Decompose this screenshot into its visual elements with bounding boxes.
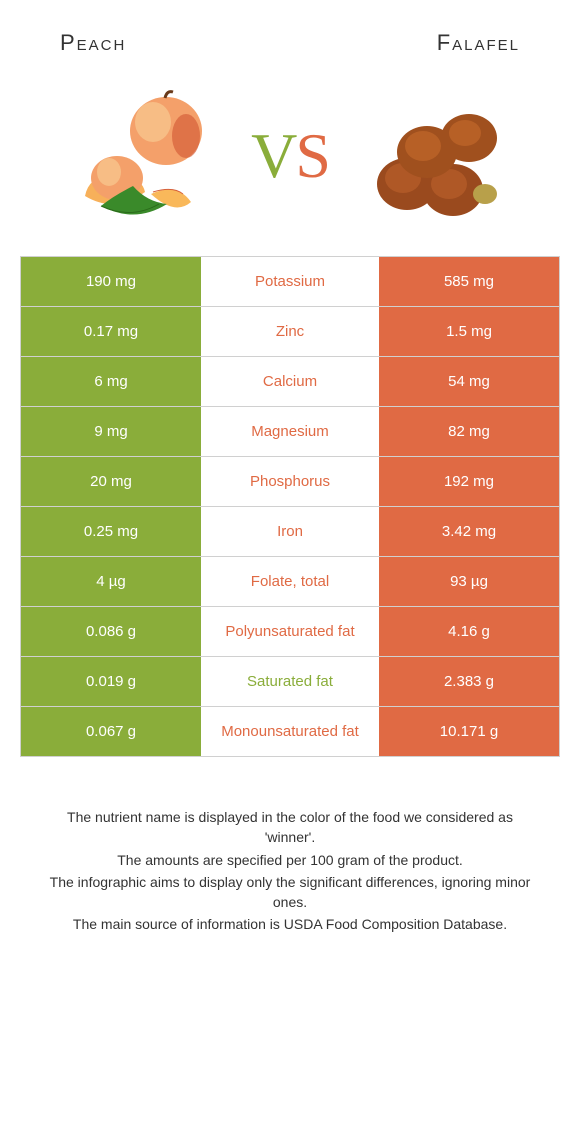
table-row: 6 mgCalcium54 mg xyxy=(21,357,559,407)
titles-row: Peach Falafel xyxy=(20,0,560,66)
vs-v: V xyxy=(251,120,295,191)
value-peach: 6 mg xyxy=(21,357,201,406)
nutrient-label: Zinc xyxy=(201,307,379,356)
nutrient-label: Potassium xyxy=(201,257,379,306)
table-row: 0.17 mgZinc1.5 mg xyxy=(21,307,559,357)
footnote-2: The amounts are specified per 100 gram o… xyxy=(40,850,540,870)
value-peach: 9 mg xyxy=(21,407,201,456)
footnote-4: The main source of information is USDA F… xyxy=(40,914,540,934)
value-peach: 0.067 g xyxy=(21,707,201,756)
table-row: 20 mgPhosphorus192 mg xyxy=(21,457,559,507)
value-falafel: 585 mg xyxy=(379,257,559,306)
title-falafel: Falafel xyxy=(437,30,520,56)
value-falafel: 4.16 g xyxy=(379,607,559,656)
title-peach: Peach xyxy=(60,30,126,56)
table-row: 190 mgPotassium585 mg xyxy=(21,257,559,307)
nutrient-label: Saturated fat xyxy=(201,657,379,706)
table-row: 4 µgFolate, total93 µg xyxy=(21,557,559,607)
value-peach: 0.17 mg xyxy=(21,307,201,356)
value-falafel: 82 mg xyxy=(379,407,559,456)
images-row: VS xyxy=(20,66,560,256)
table-row: 0.019 gSaturated fat2.383 g xyxy=(21,657,559,707)
nutrient-label: Phosphorus xyxy=(201,457,379,506)
comparison-table: 190 mgPotassium585 mg0.17 mgZinc1.5 mg6 … xyxy=(20,256,560,757)
nutrient-label: Folate, total xyxy=(201,557,379,606)
vs-s: S xyxy=(295,120,329,191)
falafel-illustration xyxy=(349,86,509,226)
value-peach: 0.019 g xyxy=(21,657,201,706)
value-falafel: 2.383 g xyxy=(379,657,559,706)
value-peach: 0.086 g xyxy=(21,607,201,656)
nutrient-label: Polyunsaturated fat xyxy=(201,607,379,656)
value-falafel: 192 mg xyxy=(379,457,559,506)
nutrient-label: Magnesium xyxy=(201,407,379,456)
nutrient-label: Monounsaturated fat xyxy=(201,707,379,756)
footnotes: The nutrient name is displayed in the co… xyxy=(20,757,560,935)
table-row: 0.086 gPolyunsaturated fat4.16 g xyxy=(21,607,559,657)
value-falafel: 10.171 g xyxy=(379,707,559,756)
nutrient-label: Iron xyxy=(201,507,379,556)
table-row: 0.067 gMonounsaturated fat10.171 g xyxy=(21,707,559,757)
table-row: 0.25 mgIron3.42 mg xyxy=(21,507,559,557)
footnote-1: The nutrient name is displayed in the co… xyxy=(40,807,540,848)
value-peach: 20 mg xyxy=(21,457,201,506)
footnote-3: The infographic aims to display only the… xyxy=(40,872,540,913)
peach-illustration xyxy=(71,86,231,226)
value-peach: 190 mg xyxy=(21,257,201,306)
value-falafel: 1.5 mg xyxy=(379,307,559,356)
table-row: 9 mgMagnesium82 mg xyxy=(21,407,559,457)
value-peach: 4 µg xyxy=(21,557,201,606)
vs-label: VS xyxy=(251,119,329,193)
value-falafel: 54 mg xyxy=(379,357,559,406)
value-falafel: 3.42 mg xyxy=(379,507,559,556)
nutrient-label: Calcium xyxy=(201,357,379,406)
value-peach: 0.25 mg xyxy=(21,507,201,556)
value-falafel: 93 µg xyxy=(379,557,559,606)
page: Peach Falafel VS xyxy=(0,0,580,935)
